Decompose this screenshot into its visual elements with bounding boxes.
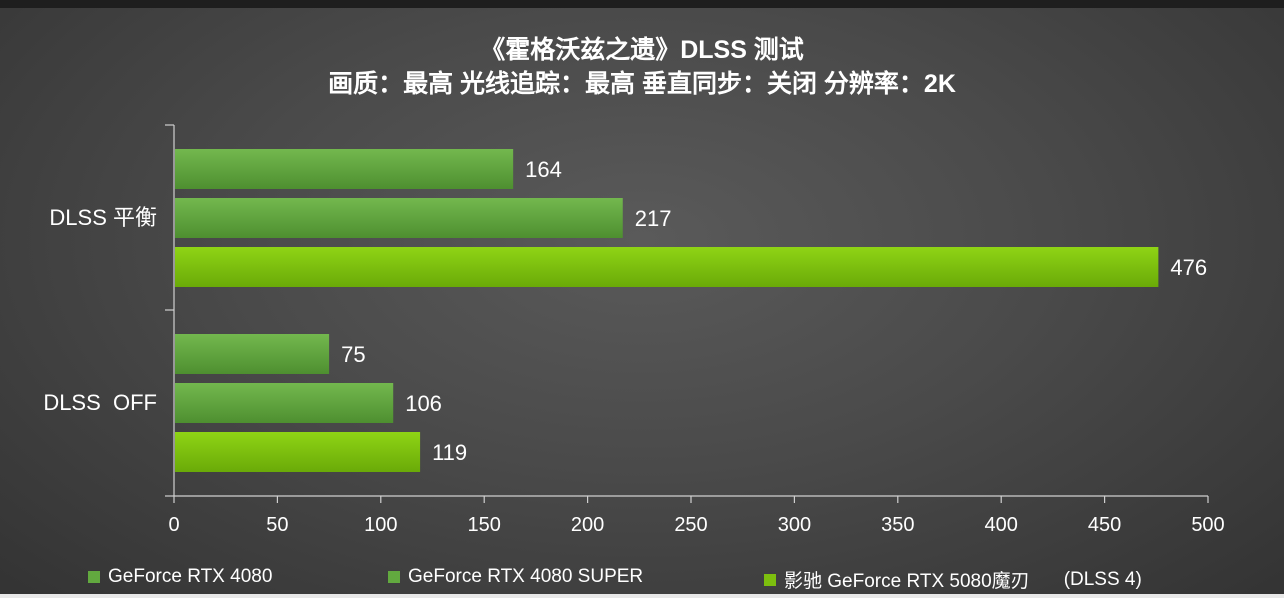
legend-item-rtx4080-super: GeForce RTX 4080 SUPER — [388, 566, 643, 588]
x-tick-label: 450 — [1088, 514, 1121, 536]
legend-swatch — [88, 571, 100, 583]
legend-label: GeForce RTX 4080 — [108, 566, 273, 587]
legend-swatch — [388, 571, 400, 583]
bar-value-label: 119 — [432, 440, 467, 465]
x-tick-label: 400 — [985, 514, 1018, 536]
bar — [175, 247, 1159, 287]
legend-label: GeForce RTX 4080 SUPER — [408, 566, 644, 587]
legend-item-rtx5080: 影驰 GeForce RTX 5080魔刃 (DLSS 4) — [764, 566, 1142, 593]
chart-legend: GeForce RTX 4080 GeForce RTX 4080 SUPER … — [0, 566, 1284, 593]
category-label: DLSS OFF — [43, 390, 157, 415]
top-edge-strip — [0, 0, 1284, 8]
bar-value-label: 164 — [525, 157, 562, 182]
chart-subtitle: 画质：最高 光线追踪：最高 垂直同步：关闭 分辨率：2K — [328, 70, 956, 98]
bar-value-label: 75 — [341, 342, 365, 367]
bar-value-label: 217 — [635, 206, 672, 231]
x-tick-label: 300 — [778, 514, 811, 536]
bar — [175, 383, 394, 423]
x-tick-label: 150 — [468, 514, 501, 536]
x-tick-label: 350 — [881, 514, 914, 536]
bar — [175, 149, 514, 189]
category-label: DLSS 平衡 — [49, 205, 157, 230]
legend-item-rtx4080: GeForce RTX 4080 — [88, 566, 272, 588]
chart-title: 《霍格沃兹之遗》DLSS 测试 — [480, 36, 804, 64]
x-tick-label: 50 — [266, 514, 288, 536]
bar — [175, 432, 421, 472]
bar-value-label: 476 — [1170, 255, 1207, 280]
x-tick-label: 200 — [571, 514, 604, 536]
legend-swatch — [764, 573, 776, 586]
bar — [175, 334, 330, 374]
bar — [175, 198, 623, 238]
legend-label-suffix: (DLSS 4) — [1063, 568, 1142, 590]
legend-label: 影驰 GeForce RTX 5080魔刃 — [784, 571, 1030, 592]
x-tick-label: 100 — [364, 514, 397, 536]
x-tick-label: 250 — [674, 514, 707, 536]
bottom-edge-strip — [0, 594, 1284, 598]
bar-value-label: 106 — [405, 391, 442, 416]
x-tick-label: 500 — [1191, 514, 1224, 536]
x-tick-label: 0 — [168, 514, 179, 536]
